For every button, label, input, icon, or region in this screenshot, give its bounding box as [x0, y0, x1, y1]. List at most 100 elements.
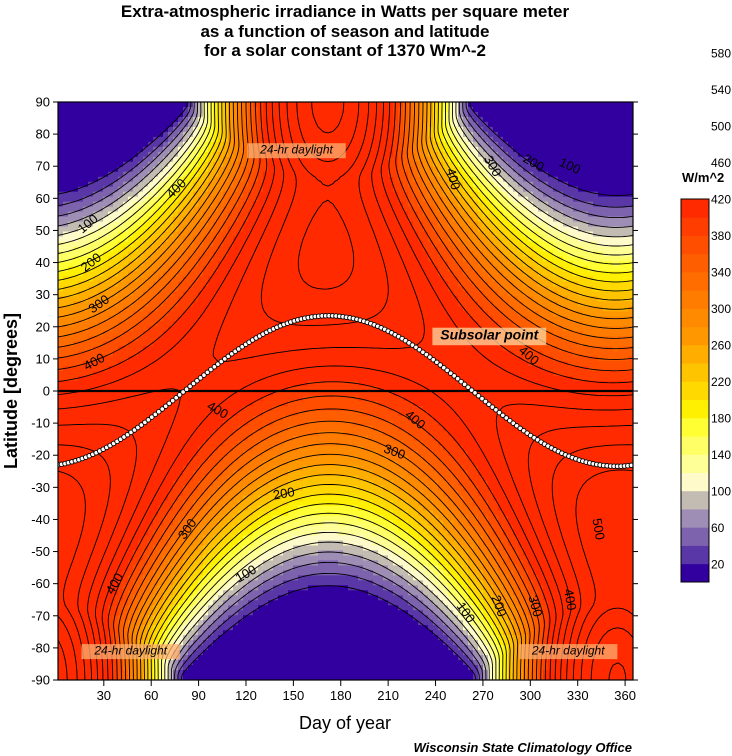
field-cell: [618, 291, 624, 297]
field-cell: [268, 127, 274, 133]
field-cell: [163, 162, 169, 168]
field-cell: [448, 281, 454, 287]
field-cell: [68, 152, 74, 158]
field-cell: [308, 207, 314, 213]
field-cell: [623, 147, 629, 153]
field-cell: [183, 296, 189, 302]
field-cell: [593, 162, 599, 168]
field-cell: [448, 306, 454, 312]
field-cell: [393, 107, 399, 113]
field-cell: [608, 182, 614, 188]
field-cell: [323, 102, 329, 108]
field-cell: [433, 102, 439, 108]
field-cell: [343, 182, 349, 188]
field-cell: [318, 296, 324, 302]
field-cell: [483, 132, 489, 138]
field-cell: [83, 122, 89, 128]
field-cell: [78, 157, 84, 163]
field-cell: [278, 306, 284, 312]
field-cell: [278, 291, 284, 297]
field-cell: [273, 117, 279, 123]
field-cell: [403, 242, 409, 248]
field-cell: [288, 212, 294, 218]
field-cell: [408, 306, 414, 312]
field-cell: [563, 311, 569, 317]
field-cell: [608, 237, 614, 243]
field-cell: [318, 162, 324, 168]
field-cell: [363, 296, 369, 302]
field-cell: [593, 132, 599, 138]
field-cell: [608, 112, 614, 118]
field-cell: [258, 286, 264, 292]
field-cell: [513, 301, 519, 307]
field-cell: [608, 251, 614, 257]
field-cell: [173, 311, 179, 317]
field-cell: [288, 182, 294, 188]
field-cell: [443, 251, 449, 257]
field-cell: [393, 202, 399, 208]
field-cell: [323, 247, 329, 253]
field-cell: [313, 202, 319, 208]
field-cell: [273, 232, 279, 238]
field-cell: [78, 192, 84, 198]
field-cell: [303, 102, 309, 108]
field-cell: [458, 311, 464, 317]
field-cell: [143, 132, 149, 138]
field-cell: [613, 291, 619, 297]
field-cell: [153, 247, 159, 253]
field-cell: [393, 122, 399, 128]
field-cell: [143, 237, 149, 243]
field-cell: [58, 142, 64, 148]
field-cell: [303, 301, 309, 307]
field-cell: [368, 172, 374, 178]
field-cell: [313, 261, 319, 267]
field-cell: [288, 177, 294, 183]
field-cell: [58, 207, 64, 213]
field-cell: [613, 256, 619, 262]
field-cell: [328, 266, 334, 272]
field-cell: [263, 242, 269, 248]
field-cell: [128, 137, 134, 143]
field-cell: [483, 266, 489, 272]
field-cell: [598, 172, 604, 178]
field-cell: [163, 102, 169, 108]
field-cell: [318, 107, 324, 113]
field-cell: [543, 301, 549, 307]
field-cell: [153, 286, 159, 292]
field-cell: [143, 122, 149, 128]
field-cell: [58, 107, 64, 113]
field-cell: [158, 107, 164, 113]
field-cell: [618, 187, 624, 193]
field-cell: [363, 271, 369, 277]
field-cell: [318, 266, 324, 272]
field-cell: [478, 296, 484, 302]
field-cell: [248, 217, 254, 223]
field-cell: [618, 192, 624, 198]
field-cell: [68, 207, 74, 213]
field-cell: [188, 276, 194, 282]
field-cell: [353, 217, 359, 223]
field-cell: [238, 306, 244, 312]
field-cell: [348, 286, 354, 292]
field-cell: [513, 102, 519, 108]
field-cell: [228, 311, 234, 317]
field-cell: [313, 197, 319, 203]
field-cell: [473, 261, 479, 267]
field-cell: [333, 192, 339, 198]
field-cell: [128, 316, 134, 322]
field-cell: [58, 172, 64, 178]
field-cell: [418, 291, 424, 297]
field-cell: [58, 187, 64, 193]
field-cell: [88, 117, 94, 123]
field-cell: [388, 291, 394, 297]
field-cell: [198, 301, 204, 307]
field-cell: [168, 107, 174, 113]
field-cell: [403, 301, 409, 307]
field-cell: [283, 202, 289, 208]
field-cell: [223, 281, 229, 287]
field-cell: [263, 316, 269, 322]
field-cell: [258, 177, 264, 183]
field-cell: [133, 281, 139, 287]
field-cell: [333, 266, 339, 272]
field-cell: [58, 157, 64, 163]
